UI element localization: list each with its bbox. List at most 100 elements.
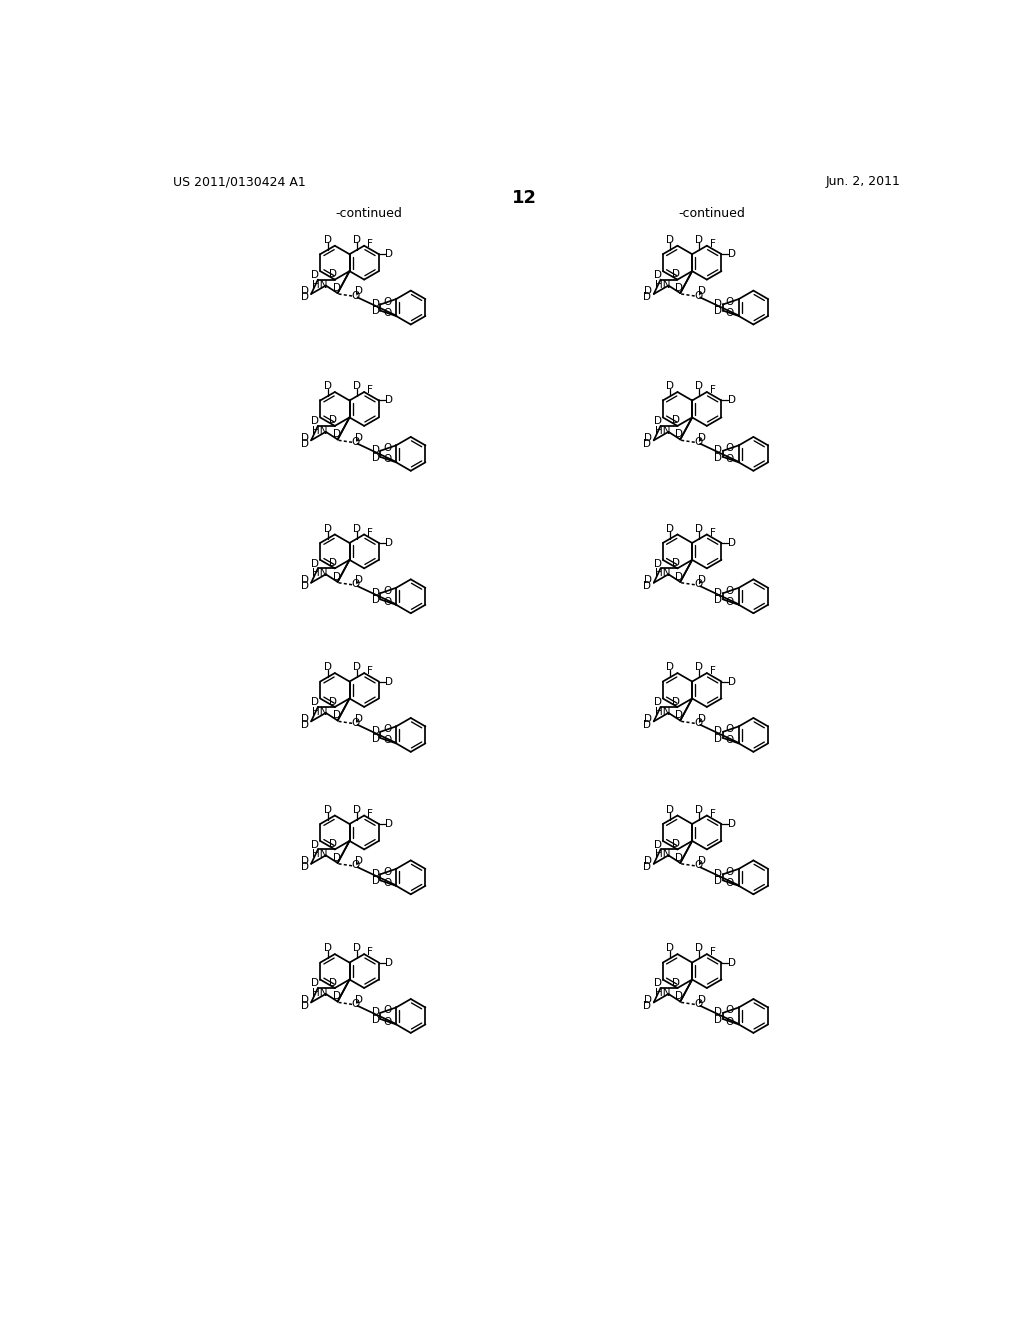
Text: D: D xyxy=(714,306,722,317)
Text: D: D xyxy=(301,581,308,591)
Text: D: D xyxy=(676,853,683,863)
Text: D: D xyxy=(324,524,332,533)
Text: Jun. 2, 2011: Jun. 2, 2011 xyxy=(825,176,900,187)
Text: O: O xyxy=(351,861,359,870)
Text: D: D xyxy=(676,282,683,293)
Text: O: O xyxy=(351,437,359,447)
Text: D: D xyxy=(672,697,680,706)
Text: D: D xyxy=(353,944,360,953)
Text: D: D xyxy=(667,663,674,672)
Text: D: D xyxy=(301,714,309,723)
Text: F: F xyxy=(368,239,373,249)
Text: O: O xyxy=(383,586,391,595)
Text: D: D xyxy=(385,677,393,686)
Text: D: D xyxy=(301,286,309,297)
Text: D: D xyxy=(714,1007,722,1018)
Text: D: D xyxy=(728,677,735,686)
Text: D: D xyxy=(654,978,662,989)
Text: D: D xyxy=(385,539,393,548)
Text: O: O xyxy=(383,297,391,308)
Text: D: D xyxy=(311,840,319,850)
Text: D: D xyxy=(353,663,360,672)
Text: D: D xyxy=(644,714,652,723)
Text: D: D xyxy=(372,726,380,737)
Text: O: O xyxy=(383,444,391,453)
Text: D: D xyxy=(695,663,703,672)
Text: D: D xyxy=(667,944,674,953)
Text: D: D xyxy=(353,235,360,244)
Text: D: D xyxy=(355,995,364,1005)
Text: D: D xyxy=(324,381,332,391)
Text: -continued: -continued xyxy=(336,207,402,220)
Text: O: O xyxy=(351,579,359,590)
Text: D: D xyxy=(695,805,703,814)
Text: D: D xyxy=(329,840,337,849)
Text: D: D xyxy=(355,857,364,866)
Text: O: O xyxy=(726,725,734,734)
Text: D: D xyxy=(654,697,662,708)
Text: D: D xyxy=(672,558,680,568)
Text: D: D xyxy=(714,453,722,462)
Text: D: D xyxy=(372,298,380,309)
Text: D: D xyxy=(333,282,341,293)
Text: O: O xyxy=(726,735,734,746)
Text: D: D xyxy=(714,445,722,455)
Text: D: D xyxy=(644,433,652,442)
Text: O: O xyxy=(726,308,734,318)
Text: HN: HN xyxy=(654,708,671,717)
Text: D: D xyxy=(385,818,393,829)
Text: O: O xyxy=(694,290,702,301)
Text: HN: HN xyxy=(312,989,328,998)
Text: D: D xyxy=(311,697,319,708)
Text: O: O xyxy=(383,878,391,888)
Text: D: D xyxy=(676,429,683,440)
Text: D: D xyxy=(697,995,706,1005)
Text: D: D xyxy=(697,576,706,585)
Text: O: O xyxy=(351,999,359,1008)
Text: D: D xyxy=(667,805,674,814)
Text: D: D xyxy=(329,558,337,568)
Text: D: D xyxy=(333,710,341,721)
Text: D: D xyxy=(355,433,364,442)
Text: D: D xyxy=(644,576,652,585)
Text: D: D xyxy=(695,381,703,391)
Text: -continued: -continued xyxy=(679,207,745,220)
Text: D: D xyxy=(728,396,735,405)
Text: D: D xyxy=(643,1001,651,1011)
Text: D: D xyxy=(301,438,308,449)
Text: D: D xyxy=(372,1007,380,1018)
Text: O: O xyxy=(383,867,391,876)
Text: D: D xyxy=(372,734,380,743)
Text: O: O xyxy=(383,308,391,318)
Text: HN: HN xyxy=(654,280,671,289)
Text: D: D xyxy=(385,249,393,259)
Text: D: D xyxy=(695,235,703,244)
Text: D: D xyxy=(697,857,706,866)
Text: D: D xyxy=(311,416,319,426)
Text: F: F xyxy=(368,948,373,957)
Text: O: O xyxy=(726,1006,734,1015)
Text: D: D xyxy=(714,876,722,886)
Text: F: F xyxy=(710,385,716,395)
Text: D: D xyxy=(355,286,364,297)
Text: D: D xyxy=(714,734,722,743)
Text: D: D xyxy=(667,524,674,533)
Text: D: D xyxy=(353,524,360,533)
Text: D: D xyxy=(324,235,332,244)
Text: F: F xyxy=(368,528,373,537)
Text: D: D xyxy=(301,576,309,585)
Text: D: D xyxy=(643,862,651,873)
Text: F: F xyxy=(710,528,716,537)
Text: HN: HN xyxy=(312,280,328,289)
Text: D: D xyxy=(311,978,319,989)
Text: D: D xyxy=(643,581,651,591)
Text: D: D xyxy=(301,857,309,866)
Text: D: D xyxy=(355,714,364,723)
Text: HN: HN xyxy=(312,850,328,859)
Text: D: D xyxy=(672,840,680,849)
Text: D: D xyxy=(329,697,337,706)
Text: D: D xyxy=(654,840,662,850)
Text: O: O xyxy=(726,1016,734,1027)
Text: D: D xyxy=(329,269,337,279)
Text: D: D xyxy=(714,298,722,309)
